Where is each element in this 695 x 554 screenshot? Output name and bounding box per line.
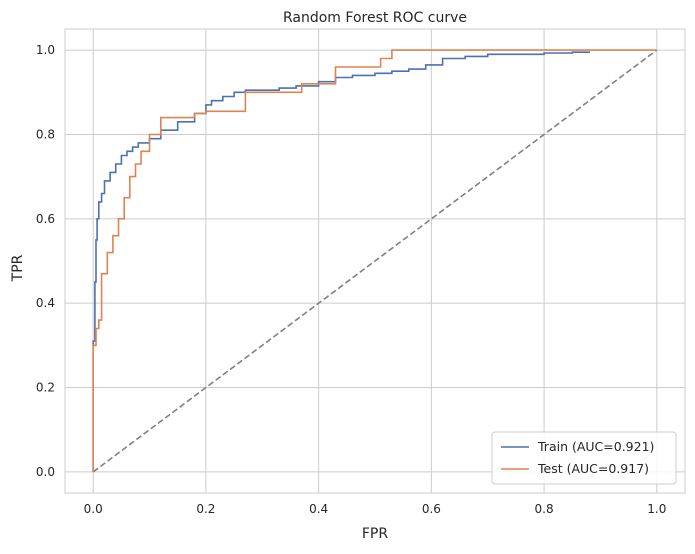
x-axis-label: FPR xyxy=(362,526,388,542)
x-tick-label: 0.0 xyxy=(84,502,103,516)
x-tick-label: 1.0 xyxy=(647,502,666,516)
test-roc-line xyxy=(92,49,657,472)
series-lines xyxy=(92,49,658,473)
y-axis-label: TPR xyxy=(10,254,26,282)
x-tick-label: 0.6 xyxy=(422,502,441,516)
train-roc-line xyxy=(92,51,590,472)
grid-lines xyxy=(65,29,685,493)
x-tick-label: 0.4 xyxy=(309,502,328,516)
y-tick-label: 0.8 xyxy=(36,127,55,141)
y-tick-label: 0.2 xyxy=(36,381,55,395)
legend-entry-label: Train (AUC=0.921) xyxy=(537,439,654,454)
y-tick-label: 1.0 xyxy=(36,43,55,57)
legend-entry-label: Test (AUC=0.917) xyxy=(537,461,649,476)
tick-labels: 0.0 0.2 0.4 0.6 0.8 1.0 0.0 0.2 0.4 0.6 0.8 1.0 xyxy=(36,43,666,516)
chance-diagonal-line xyxy=(92,49,658,473)
chart-title: Random Forest ROC curve xyxy=(283,10,467,26)
x-tick-label: 0.8 xyxy=(535,502,554,516)
y-tick-label: 0.6 xyxy=(36,212,55,226)
y-tick-label: 0.0 xyxy=(36,465,55,479)
legend: Train (AUC=0.921) Test (AUC=0.917) xyxy=(491,431,677,485)
legend-box xyxy=(491,431,677,485)
x-tick-label: 0.2 xyxy=(196,502,215,516)
y-tick-label: 0.4 xyxy=(36,296,55,310)
plot-frame xyxy=(64,28,686,494)
